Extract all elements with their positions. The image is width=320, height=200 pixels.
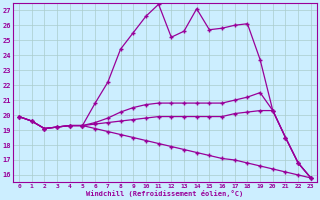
X-axis label: Windchill (Refroidissement éolien,°C): Windchill (Refroidissement éolien,°C) bbox=[86, 190, 244, 197]
